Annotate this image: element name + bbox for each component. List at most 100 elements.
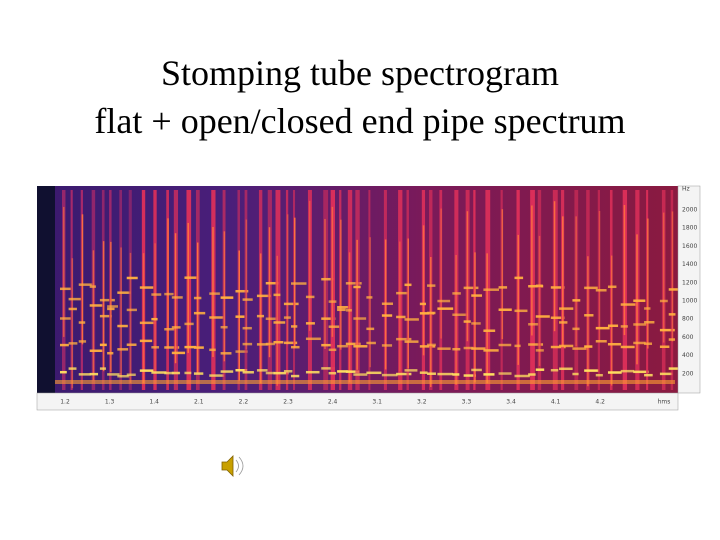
harmonic (427, 311, 436, 315)
streak-core (587, 256, 589, 387)
harmonic (68, 342, 78, 345)
harmonic (595, 340, 607, 343)
harmonic (559, 321, 568, 324)
harmonic (366, 327, 375, 331)
harmonic (353, 345, 368, 348)
time-label: 3.2 (417, 399, 427, 406)
harmonic (283, 370, 293, 373)
frequency-label: 1800 (682, 225, 697, 232)
frequency-label: 1000 (682, 298, 697, 305)
harmonic (328, 348, 337, 352)
harmonic (463, 286, 479, 290)
harmonic (337, 344, 350, 348)
harmonic (220, 296, 234, 299)
harmonic (404, 369, 418, 372)
harmonic (463, 346, 476, 350)
streak-core (348, 252, 351, 383)
streak-core (120, 247, 122, 378)
harmonic (117, 348, 129, 351)
harmonic (273, 321, 286, 324)
harmonic (99, 343, 107, 347)
harmonic (107, 373, 122, 376)
streak-core (538, 235, 541, 366)
harmonic (209, 316, 224, 319)
streak-core (466, 211, 469, 342)
frequency-label: 1200 (682, 279, 697, 286)
harmonic (345, 282, 362, 285)
harmonic (60, 343, 69, 347)
time-label: 1.4 (149, 399, 159, 406)
harmonic (659, 328, 675, 332)
harmonic (265, 317, 278, 321)
streak-core (531, 205, 533, 336)
harmonic (514, 374, 530, 378)
streak-core (623, 205, 626, 336)
harmonic (193, 296, 202, 300)
harmonic (256, 294, 271, 298)
harmonic (668, 313, 676, 316)
harmonic (353, 317, 367, 320)
harmonic (381, 314, 393, 317)
harmonic (535, 315, 550, 318)
harmonic (193, 346, 204, 349)
harmonic (535, 349, 544, 352)
streak-core (598, 210, 601, 341)
harmonic (89, 285, 96, 288)
harmonic (595, 373, 603, 377)
frequency-label: 200 (682, 370, 694, 377)
harmonic (620, 369, 635, 373)
harmonic (381, 373, 398, 377)
harmonic (171, 351, 186, 355)
streak-core (407, 238, 410, 369)
frequency-label: 400 (682, 352, 694, 359)
harmonic (184, 322, 194, 326)
harmonic (366, 371, 382, 375)
harmonic (659, 345, 670, 349)
harmonic (171, 296, 183, 299)
harmonic (668, 338, 675, 341)
harmonic (595, 289, 607, 292)
harmonic (321, 317, 336, 320)
harmonic (584, 314, 594, 317)
harmonic (528, 285, 544, 288)
harmonic (427, 372, 436, 375)
streak-core (324, 218, 326, 349)
streak-core (286, 214, 289, 345)
streak-core (196, 242, 199, 373)
streak-core (212, 226, 214, 357)
harmonic (419, 312, 435, 315)
streak-core (369, 237, 371, 368)
harmonic (242, 326, 252, 330)
streak-core (422, 225, 425, 356)
harmonic (404, 340, 419, 343)
harmonic (220, 352, 232, 355)
harmonic (572, 327, 580, 331)
harmonic (535, 284, 543, 287)
harmonic (535, 368, 545, 371)
harmonic (633, 341, 646, 345)
harmonic (256, 343, 270, 346)
harmonic (396, 315, 406, 319)
streak-core (187, 222, 189, 353)
streak-core (340, 219, 342, 350)
time-label: hms (658, 399, 671, 406)
harmonic (659, 299, 668, 303)
time-label: 1.2 (60, 399, 70, 406)
harmonic (60, 317, 71, 320)
harmonic (328, 371, 337, 375)
streak-core (455, 254, 457, 385)
harmonic (514, 276, 524, 280)
harmonic (437, 307, 454, 310)
base-band (55, 380, 675, 384)
streak-core (440, 208, 442, 339)
harmonic (471, 368, 482, 372)
harmonic (345, 370, 360, 373)
harmonic (396, 372, 412, 376)
harmonic (337, 308, 346, 312)
harmonic (78, 321, 86, 324)
harmonic (471, 347, 487, 350)
streak-core (553, 201, 556, 332)
harmonic (668, 367, 685, 370)
harmonic (471, 294, 483, 297)
harmonic (550, 368, 559, 372)
